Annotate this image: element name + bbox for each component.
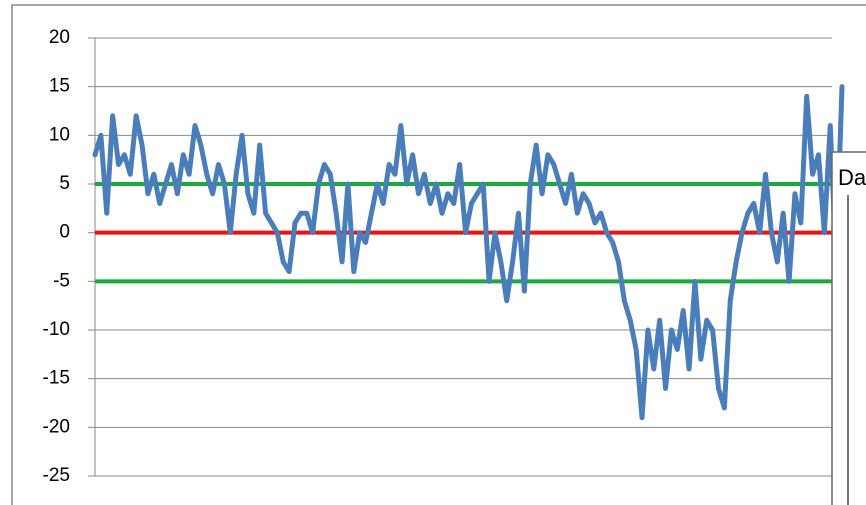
data-line: [92, 84, 845, 421]
text-box-label: Da: [838, 165, 866, 190]
y-tick-label: -15: [43, 368, 70, 389]
text-box-frame: [831, 151, 866, 505]
y-axis: 20 15 10 5 0 -5 -10 -15 -20 -25: [43, 27, 70, 486]
chart-frame: [11, 4, 866, 505]
y-tick-label: 20: [49, 27, 70, 48]
y-tick-label: 15: [49, 76, 70, 97]
y-tick-label: -10: [43, 319, 70, 340]
series: [92, 84, 845, 421]
y-tick-label: -20: [43, 416, 70, 437]
y-tick-label: 5: [59, 173, 70, 194]
y-tick-label: 0: [59, 222, 70, 243]
y-tick-label: 10: [49, 124, 70, 145]
y-tick-label: -25: [43, 465, 70, 486]
text-box: Da: [831, 151, 866, 505]
y-tick-label: -5: [53, 270, 70, 291]
